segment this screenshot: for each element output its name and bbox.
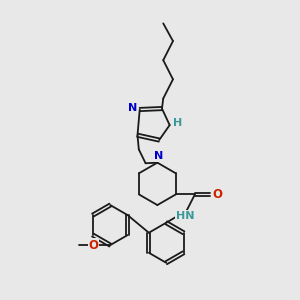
Text: O: O [88, 238, 98, 252]
Text: N: N [154, 151, 164, 161]
Text: H: H [173, 118, 182, 128]
Text: HN: HN [176, 211, 194, 221]
Text: O: O [212, 188, 223, 201]
Text: N: N [128, 103, 137, 113]
